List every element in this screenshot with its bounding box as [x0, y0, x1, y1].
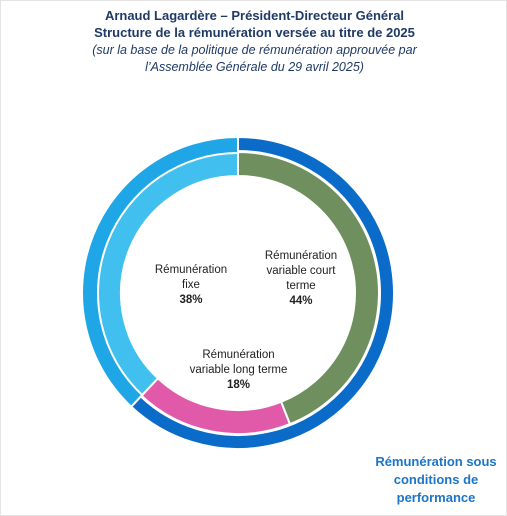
outer-ring — [81, 135, 239, 409]
slice-label: Rémunération fixe 38% — [154, 264, 228, 306]
annotation: Rémunération sous conditions de performa… — [375, 454, 497, 505]
chart-subtitle: (sur la base de la politique de rémunéra… — [92, 43, 417, 57]
chart-title: Arnaud Lagardère – Président-Directeur G… — [104, 8, 405, 23]
slice-label: Rémunération variable long terme 18% — [189, 349, 288, 391]
slice-label: Rémunération variable court terme 44% — [264, 250, 338, 307]
chart-title: Structure de la rémunération versée au t… — [94, 25, 415, 40]
chart-subtitle: l’Assemblée Générale du 29 avril 2025) — [145, 60, 364, 74]
